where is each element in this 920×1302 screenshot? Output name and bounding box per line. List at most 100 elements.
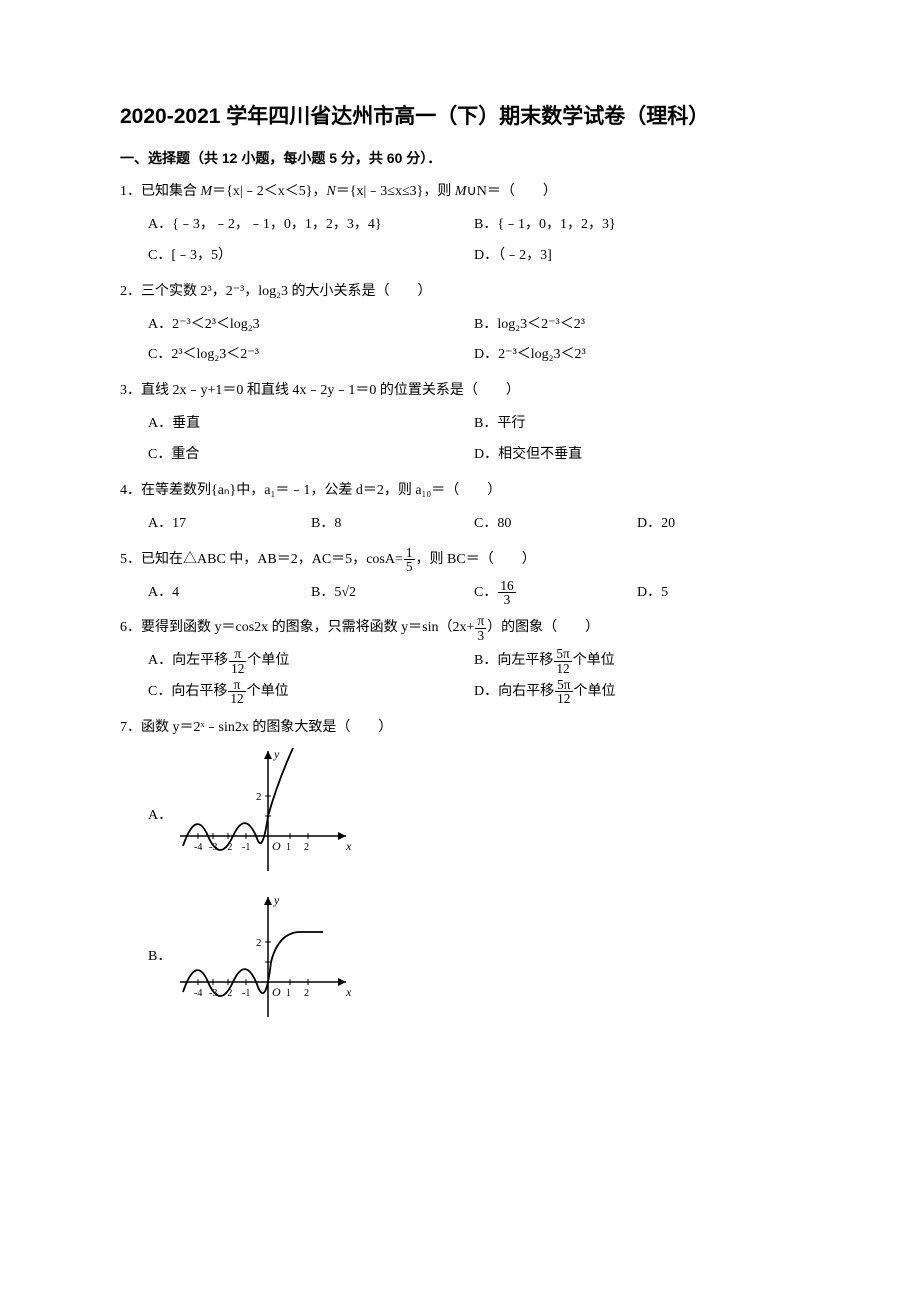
q1-options: A．{﹣3，﹣2，﹣1，0，1，2，3，4} B．{﹣1，0，1，2，3} C．…	[120, 210, 800, 272]
num: 5π	[554, 647, 571, 661]
graph-B: yxO2-4-3-2-112	[178, 892, 358, 1022]
cosA: cosA=	[366, 552, 403, 567]
var-M: M	[201, 184, 213, 199]
svg-text:-4: -4	[194, 988, 202, 999]
frac: π12	[228, 678, 245, 706]
option-B-label: B．	[148, 943, 178, 971]
question-7: 7．函数 y＝2ˣ﹣sin2x 的图象大致是（ ） A． yxO2-4-3-2-…	[120, 714, 800, 1022]
num: π	[228, 678, 245, 692]
frac-1-5: 15	[404, 546, 415, 574]
text: 个单位	[247, 684, 289, 699]
option-C: C．163	[474, 578, 637, 609]
den: 12	[555, 692, 572, 705]
option-B-row: B． yxO2-4-3-2-112	[120, 892, 800, 1022]
q4-options: A．17 B．8 C．80 D．20	[120, 509, 800, 540]
text: ）的图象（ ）	[487, 620, 599, 635]
svg-text:x: x	[345, 839, 352, 853]
option-A: A．4	[148, 578, 311, 609]
option-D: D．5	[637, 578, 800, 609]
svg-text:O: O	[272, 839, 281, 853]
svg-text:x: x	[345, 985, 352, 999]
svg-text:2: 2	[304, 842, 309, 853]
question-2: 2．三个实数 2³，2⁻³，log₂3 的大小关系是（ ） A．2⁻³＜2³＜l…	[120, 278, 800, 372]
math: 2⁻³＜log₂3＜2³	[498, 347, 586, 362]
svg-text:1: 1	[286, 988, 291, 999]
text: 个单位	[574, 684, 616, 699]
frac: 5π12	[555, 678, 572, 706]
option-C: C．[﹣3，5）	[148, 241, 474, 272]
option-B: B．log₂3＜2⁻³＜2³	[474, 310, 800, 341]
graph-A: yxO2-4-3-2-112	[178, 746, 358, 886]
section-heading: 一、选择题（共 12 小题，每小题 5 分，共 60 分）．	[120, 148, 800, 168]
text: 个单位	[247, 653, 289, 668]
den: 12	[228, 692, 245, 705]
label: D．向右平移	[474, 684, 554, 699]
label: D．	[474, 347, 498, 362]
math: 5√2	[334, 585, 356, 600]
question-3: 3．直线 2x﹣y+1＝0 和直线 4x﹣2y﹣1＝0 的位置关系是（ ） A．…	[120, 377, 800, 471]
label: C．	[474, 585, 497, 600]
label: C．向右平移	[148, 684, 227, 699]
option-D: D．向右平移5π12个单位	[474, 677, 800, 708]
label: C．	[148, 347, 171, 362]
option-C: C．重合	[148, 440, 474, 471]
q2-stem: 2．三个实数 2³，2⁻³，log₂3 的大小关系是（ ）	[120, 278, 800, 306]
option-A-label: A．	[148, 802, 178, 830]
q7-stem: 7．函数 y＝2ˣ﹣sin2x 的图象大致是（ ）	[120, 714, 800, 742]
num: π	[475, 614, 486, 628]
text: ＝{x|﹣3≤x≤3}，则	[336, 184, 455, 199]
text: 6．要得到函数 y＝cos2x 的图象，只需将函数 y＝sin（2x+	[120, 620, 474, 635]
q2-options: A．2⁻³＜2³＜log₂3 B．log₂3＜2⁻³＜2³ C．2³＜log₂3…	[120, 310, 800, 372]
frac: 5π12	[554, 647, 571, 675]
option-B: B．8	[311, 509, 474, 540]
text: 5．已知在△ABC 中，AB＝2，AC＝5，	[120, 552, 366, 567]
svg-text:-4: -4	[194, 842, 202, 853]
label: B．	[311, 585, 334, 600]
option-A: A．垂直	[148, 409, 474, 440]
text: ∪N＝（ ）	[467, 184, 557, 199]
option-B: B．平行	[474, 409, 800, 440]
num: 1	[404, 546, 415, 560]
question-5: 5．已知在△ABC 中，AB＝2，AC＝5，cosA=15，则 BC＝（ ） A…	[120, 546, 800, 609]
svg-text:-1: -1	[242, 988, 250, 999]
text: 1．已知集合	[120, 184, 201, 199]
option-D: D．2⁻³＜log₂3＜2³	[474, 340, 800, 371]
option-B: B．向左平移5π12个单位	[474, 646, 800, 677]
text: ，则 BC＝（ ）	[416, 552, 536, 567]
svg-text:O: O	[272, 985, 281, 999]
q3-stem: 3．直线 2x﹣y+1＝0 和直线 4x﹣2y﹣1＝0 的位置关系是（ ）	[120, 377, 800, 405]
option-D: D．（﹣2，3]	[474, 241, 800, 272]
den: 5	[404, 560, 415, 573]
q5-options: A．4 B．5√2 C．163 D．5	[120, 578, 800, 609]
q4-stem: 4．在等差数列{aₙ}中，a₁＝﹣1，公差 d＝2，则 a₁₀＝（ ）	[120, 477, 800, 505]
option-B: B．{﹣1，0，1，2，3}	[474, 210, 800, 241]
option-D: D．20	[637, 509, 800, 540]
frac-pi-3: π3	[475, 614, 486, 642]
question-6: 6．要得到函数 y＝cos2x 的图象，只需将函数 y＝sin（2x+π3）的图…	[120, 614, 800, 708]
q6-options: A．向左平移π12个单位 B．向左平移5π12个单位 C．向右平移π12个单位 …	[120, 646, 800, 708]
svg-text:-1: -1	[242, 842, 250, 853]
num: 5π	[555, 678, 572, 692]
num: π	[229, 647, 246, 661]
option-A: A．{﹣3，﹣2，﹣1，0，1，2，3，4}	[148, 210, 474, 241]
var-M2: M	[455, 184, 467, 199]
option-C: C．向右平移π12个单位	[148, 677, 474, 708]
math: log₂3＜2⁻³＜2³	[497, 317, 585, 332]
label: B．	[474, 317, 497, 332]
svg-text:2: 2	[256, 791, 262, 803]
q3-options: A．垂直 B．平行 C．重合 D．相交但不垂直	[120, 409, 800, 471]
svg-text:1: 1	[286, 842, 291, 853]
option-D: D．相交但不垂直	[474, 440, 800, 471]
frac: π12	[229, 647, 246, 675]
svg-text:y: y	[273, 893, 280, 907]
option-A: A．向左平移π12个单位	[148, 646, 474, 677]
math: 2³＜log₂3＜2⁻³	[171, 347, 259, 362]
den: 12	[229, 662, 246, 675]
den: 3	[475, 629, 486, 642]
frac-16-3: 163	[498, 579, 515, 607]
option-A: A．17	[148, 509, 311, 540]
num: 16	[498, 579, 515, 593]
label: A．向左平移	[148, 653, 228, 668]
q5-stem: 5．已知在△ABC 中，AB＝2，AC＝5，cosA=15，则 BC＝（ ）	[120, 546, 800, 574]
q1-stem: 1．已知集合 M＝{x|﹣2＜x＜5}，N＝{x|﹣3≤x≤3}，则 M∪N＝（…	[120, 178, 800, 206]
